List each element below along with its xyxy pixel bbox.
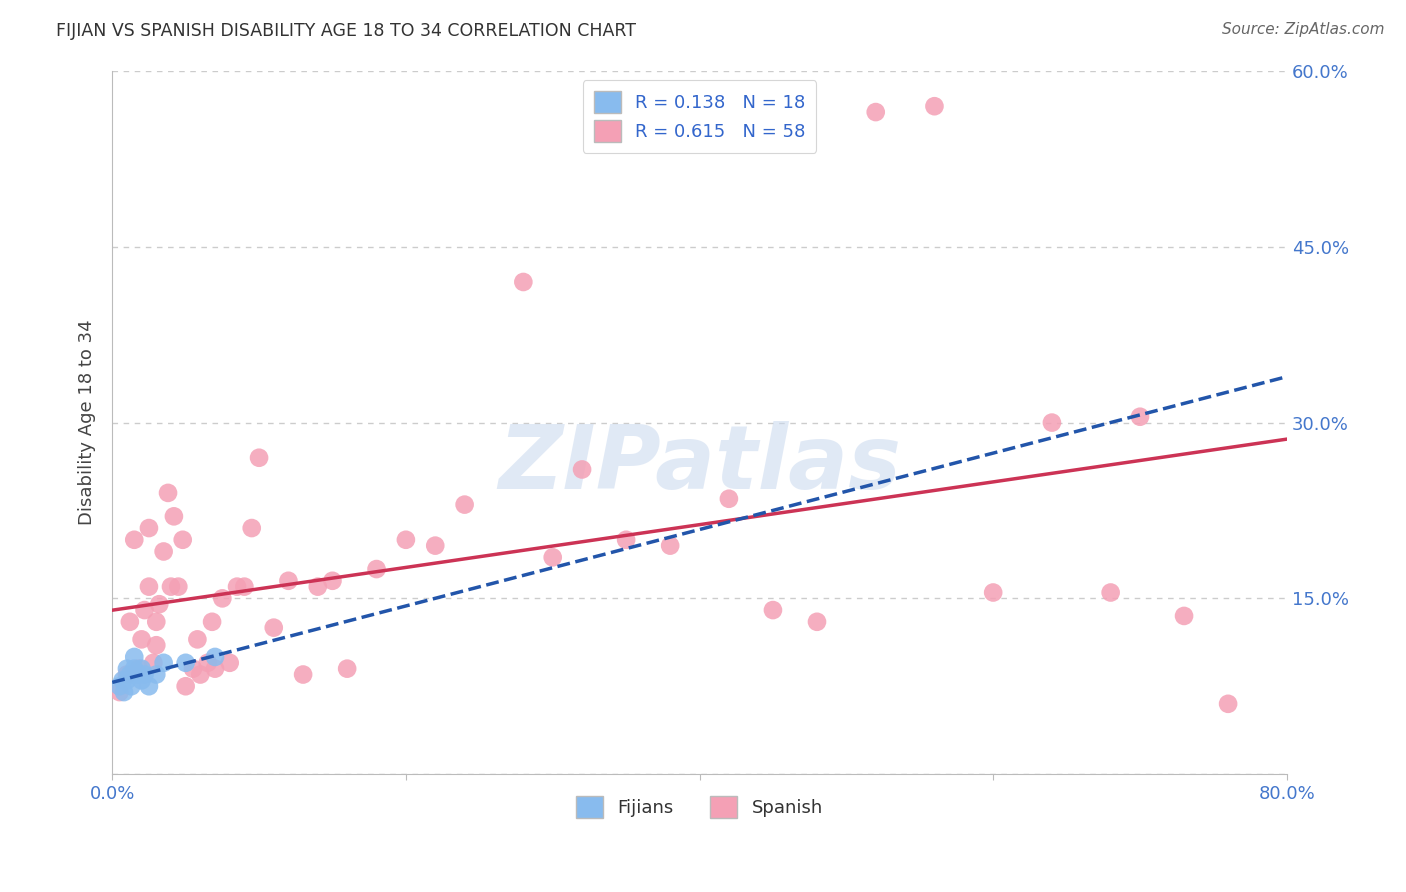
Point (174, 679, 197, 693)
Point (762, 603, 785, 617)
Point (865, 105, 887, 120)
Legend: Fijians, Spanish: Fijians, Spanish (569, 789, 830, 825)
Point (1216, 697, 1239, 711)
Point (134, 603, 156, 617)
Point (152, 544, 174, 558)
Point (138, 679, 160, 693)
Point (112, 685, 135, 699)
Point (118, 615, 141, 629)
Point (138, 521, 160, 535)
Point (131, 632, 153, 647)
Point (167, 580, 190, 594)
Point (218, 656, 240, 670)
Point (240, 521, 263, 535)
Point (174, 656, 197, 670)
Point (145, 638, 167, 652)
Point (148, 597, 170, 611)
Point (172, 533, 194, 547)
Point (226, 580, 249, 594)
Point (201, 615, 224, 629)
Point (211, 591, 233, 606)
Text: ZIPatlas: ZIPatlas (498, 421, 901, 508)
Point (163, 509, 186, 524)
Point (395, 533, 418, 547)
Point (233, 580, 256, 594)
Point (108, 685, 131, 699)
Point (115, 673, 138, 688)
Point (131, 662, 153, 676)
Point (111, 673, 134, 688)
Point (131, 673, 153, 688)
Point (204, 649, 226, 664)
Point (981, 585, 1004, 599)
Point (120, 679, 142, 693)
Point (145, 615, 167, 629)
Point (1173, 609, 1195, 624)
Point (277, 574, 299, 588)
Point (292, 667, 315, 681)
Point (924, 99, 946, 113)
Point (152, 656, 174, 670)
Point (247, 450, 270, 465)
Point (186, 632, 208, 647)
Text: FIJIAN VS SPANISH DISABILITY AGE 18 TO 34 CORRELATION CHART: FIJIAN VS SPANISH DISABILITY AGE 18 TO 3… (56, 22, 637, 40)
Point (453, 498, 475, 512)
Point (145, 667, 167, 681)
Point (263, 621, 285, 635)
Text: Source: ZipAtlas.com: Source: ZipAtlas.com (1222, 22, 1385, 37)
Point (181, 662, 204, 676)
Point (204, 662, 226, 676)
Point (134, 667, 156, 681)
Point (108, 679, 131, 693)
Point (138, 580, 160, 594)
Point (188, 667, 211, 681)
Point (541, 550, 564, 565)
Point (571, 462, 593, 476)
Point (1040, 416, 1063, 430)
Point (336, 662, 359, 676)
Point (1129, 409, 1152, 424)
Point (118, 667, 141, 681)
Point (122, 533, 145, 547)
Point (157, 486, 180, 500)
Point (160, 580, 183, 594)
Point (128, 667, 150, 681)
Point (122, 649, 145, 664)
Point (122, 662, 145, 676)
Point (115, 662, 138, 676)
Point (659, 539, 682, 553)
Point (115, 667, 138, 681)
Point (512, 275, 534, 289)
Point (307, 580, 329, 594)
Point (321, 574, 343, 588)
Point (717, 491, 740, 506)
Point (142, 656, 165, 670)
Point (366, 562, 388, 576)
Point (128, 662, 150, 676)
Point (614, 533, 637, 547)
Y-axis label: Disability Age 18 to 34: Disability Age 18 to 34 (79, 319, 96, 525)
Point (425, 539, 447, 553)
Point (197, 656, 219, 670)
Point (806, 615, 828, 629)
Point (1099, 585, 1122, 599)
